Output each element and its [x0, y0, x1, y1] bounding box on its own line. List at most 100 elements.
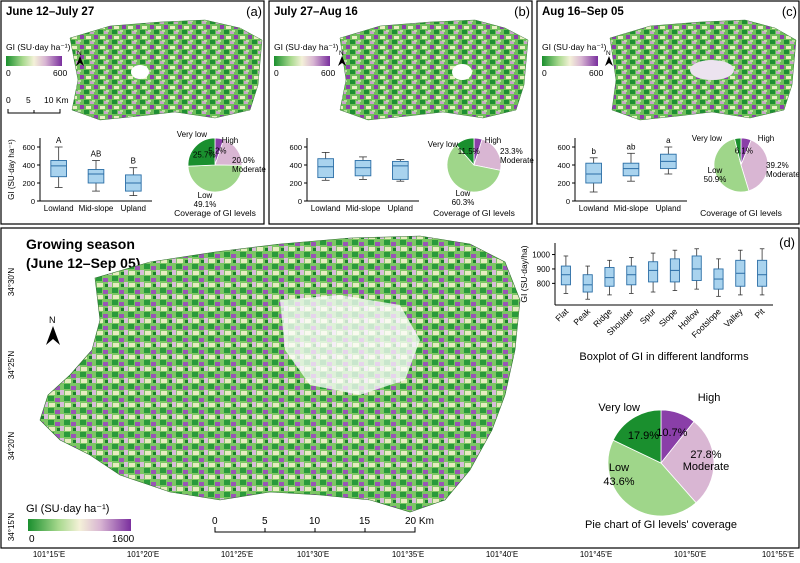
- panel-a: June 12–July 27 (a) GI (SU·day ha⁻¹) 0 6…: [6, 4, 263, 121]
- panel-a-frame: [0, 0, 265, 225]
- panel-a-legend-title: GI (SU·day ha⁻¹): [6, 42, 71, 52]
- pie-value-label: 23.3%: [500, 147, 523, 156]
- panel-b-title: July 27–Aug 16: [274, 6, 358, 18]
- box-significance-letter: a: [666, 136, 671, 145]
- main-scale-20: 20 Km: [405, 516, 434, 527]
- box-y-tick-label: 1000: [532, 251, 550, 260]
- main-scale-15: 15: [359, 516, 371, 527]
- main-legend-min: 0: [29, 534, 35, 545]
- pie-slice-low: [187, 164, 243, 193]
- box-y-tick-label: 200: [557, 179, 570, 188]
- box-body: [622, 162, 640, 177]
- panel-c-north-arrow: N: [605, 50, 613, 66]
- panel-a-title: June 12–July 27: [6, 6, 94, 18]
- box-category-label: Mid-slope: [614, 204, 649, 213]
- box-body: [691, 255, 702, 281]
- pie-value-label: 6.1%: [735, 146, 753, 155]
- panel-a-legend-min: 0: [6, 68, 11, 78]
- box-body: [604, 267, 615, 287]
- box-significance-letter: AB: [91, 150, 102, 159]
- lat-label: 34°20'N: [7, 432, 16, 461]
- lat-label: 34°25'N: [7, 351, 16, 380]
- pie-value-label: 25.7%: [193, 151, 216, 160]
- box-y-label: GI (SU·day/ha): [519, 245, 529, 302]
- pie-chart-title: Coverage of GI levels: [433, 208, 515, 218]
- svg-text:N: N: [49, 315, 56, 325]
- pie-slice-low: [713, 138, 750, 193]
- box-category-label: Spur: [638, 306, 658, 326]
- lon-label: 101°15'E: [33, 550, 65, 559]
- pie-label: High: [485, 136, 501, 145]
- panel-b-frame: [268, 0, 533, 225]
- main-legend-title: GI (SU·day ha⁻¹): [26, 503, 109, 515]
- panel-c-frame: [536, 0, 800, 225]
- box-body: [626, 265, 637, 286]
- lat-label: 34°15'N: [7, 513, 16, 542]
- box-body: [87, 169, 105, 184]
- panel-a-legend-bar: [6, 56, 62, 66]
- panel-b: July 27–Aug 16 (b) GI (SU·day ha⁻¹) 0 60…: [274, 4, 530, 121]
- pie-value-label: 11.5%: [458, 147, 480, 156]
- pie-chart-title: Coverage of GI levels: [700, 208, 782, 218]
- box-category-label: Peak: [571, 306, 592, 327]
- lon-label: 101°30'E: [297, 550, 329, 559]
- panel-c-legend-title: GI (SU·day ha⁻¹): [542, 42, 607, 52]
- box-y-tick-label: 400: [557, 161, 570, 170]
- lon-label: 101°50'E: [674, 550, 706, 559]
- pie-label: Moderate: [500, 156, 534, 165]
- pie-value-label: 20.0%: [232, 156, 255, 165]
- pie-label: High: [222, 136, 238, 145]
- pie-value-label: 50.9%: [704, 175, 727, 184]
- main-title-line2: (June 12–Sep 05): [26, 255, 140, 271]
- main-map: [39, 235, 521, 513]
- box-y-tick-label: 800: [537, 279, 551, 288]
- svg-text:N: N: [77, 50, 82, 57]
- pie-label: Very low: [177, 130, 207, 139]
- box-body: [582, 274, 593, 293]
- box-y-tick-label: 200: [289, 179, 302, 188]
- box-y-tick-label: 400: [289, 161, 302, 170]
- panel-b-legend-min: 0: [274, 68, 279, 78]
- main-scale-5: 5: [262, 516, 268, 527]
- pie-slice-very-low: [455, 137, 475, 167]
- panel-b-legend-max: 600: [321, 68, 335, 78]
- main-title-line1: Growing season: [26, 236, 135, 252]
- panel-a-map-gap: [131, 65, 149, 79]
- pie-value-label: 39.2%: [766, 161, 789, 170]
- box-category-label: Upland: [121, 204, 146, 213]
- panel-a-north-arrow: N: [76, 50, 84, 66]
- panel-c-legend-max: 600: [589, 68, 603, 78]
- pie-label: Very low: [598, 402, 640, 414]
- box-significance-letter: b: [591, 147, 596, 156]
- box-category-label: Lowland: [44, 204, 74, 213]
- box-y-tick-label: 600: [289, 143, 302, 152]
- panel-a-legend-max: 600: [53, 68, 67, 78]
- panel-c-title: Aug 16–Sep 05: [542, 6, 624, 18]
- panel-c-legend-bar: [542, 56, 598, 66]
- box-y-tick-label: 0: [566, 197, 570, 206]
- lon-label: 101°45'E: [580, 550, 612, 559]
- pie-slice-very-low: [734, 137, 742, 166]
- box-chart-title: Boxplot of GI in different landforms: [579, 351, 749, 363]
- box-y-tick-label: 0: [31, 197, 35, 206]
- pie-value-label: 60.3%: [452, 198, 475, 207]
- pie-label: Very low: [692, 134, 722, 143]
- box-y-tick-label: 600: [22, 143, 35, 152]
- box-category-label: Lowland: [579, 204, 609, 213]
- panel-b-letter: (b): [514, 4, 530, 19]
- box-y-tick-label: 0: [298, 197, 302, 206]
- pie-value-label: 5.2%: [208, 146, 226, 155]
- svg-text:N: N: [339, 50, 344, 57]
- box-body: [560, 265, 571, 286]
- pie-value-label: 17.9%: [628, 430, 659, 442]
- panel-b-map: [339, 19, 529, 121]
- panel-a-letter: (a): [246, 4, 262, 19]
- main-legend-bar: [28, 519, 131, 531]
- box-category-label: Flat: [553, 306, 571, 324]
- panel-b-legend-bar: [274, 56, 330, 66]
- lon-label: 101°20'E: [127, 550, 159, 559]
- panel-c-legend-min: 0: [542, 68, 547, 78]
- box-category-label: Pit: [752, 306, 767, 321]
- box-significance-letter: ab: [627, 142, 636, 151]
- pie-label: High: [758, 134, 774, 143]
